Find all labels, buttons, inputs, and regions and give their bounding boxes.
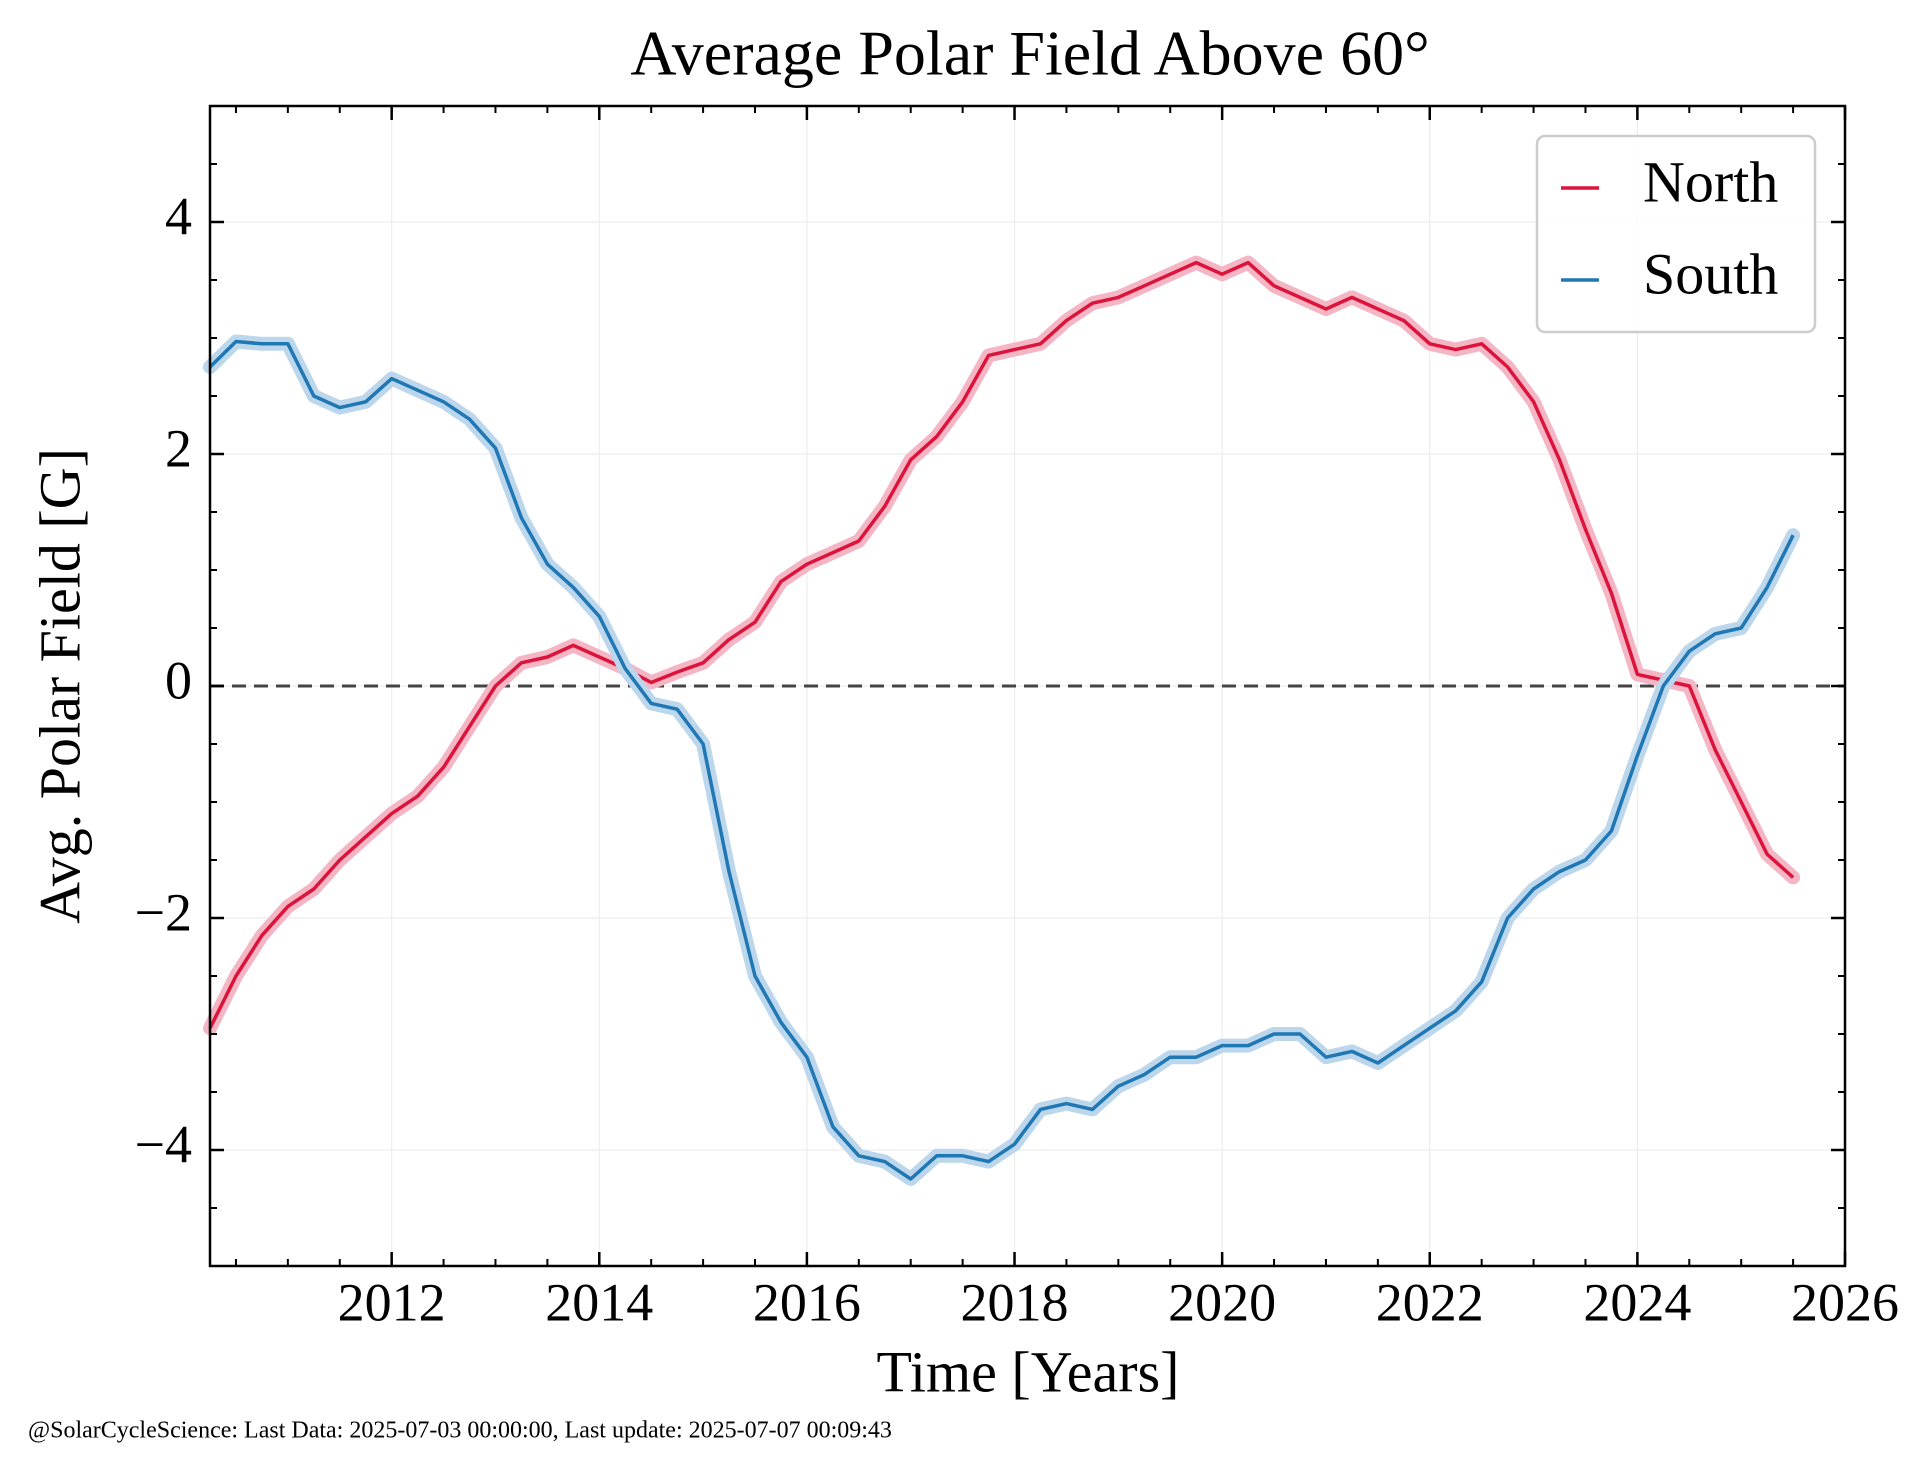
legend-box (1535, 134, 1817, 334)
x-tick-label: 2012 (338, 1272, 446, 1332)
legend-label: South (1643, 241, 1778, 306)
y-axis-label: Avg. Polar Field [G] (27, 448, 92, 924)
y-tick-label: 4 (165, 186, 192, 246)
chart-title: Average Polar Field Above 60° (630, 18, 1429, 89)
y-tick-label: 2 (165, 418, 192, 478)
series-line (208, 339, 1795, 1181)
x-tick-label: 2024 (1583, 1272, 1691, 1332)
legend-label: North (1643, 149, 1778, 214)
x-tick-label: 2014 (545, 1272, 653, 1332)
x-axis-label: Time [Years] (877, 1339, 1180, 1404)
footer: @SolarCycleScience: Last Data: 2025-07-0… (28, 1418, 892, 1444)
x-tick-label: 2022 (1376, 1272, 1484, 1332)
y-tick-label: −2 (135, 882, 192, 942)
series-band (203, 255, 1801, 1036)
y-tick-label: −4 (135, 1114, 192, 1174)
y-tick-label: 0 (165, 650, 192, 710)
x-tick-label: 2018 (961, 1272, 1069, 1332)
x-tick-label: 2016 (753, 1272, 861, 1332)
x-tick-label: 2020 (1168, 1272, 1276, 1332)
series-line (208, 260, 1795, 1029)
x-tick-label: 2026 (1791, 1272, 1899, 1332)
